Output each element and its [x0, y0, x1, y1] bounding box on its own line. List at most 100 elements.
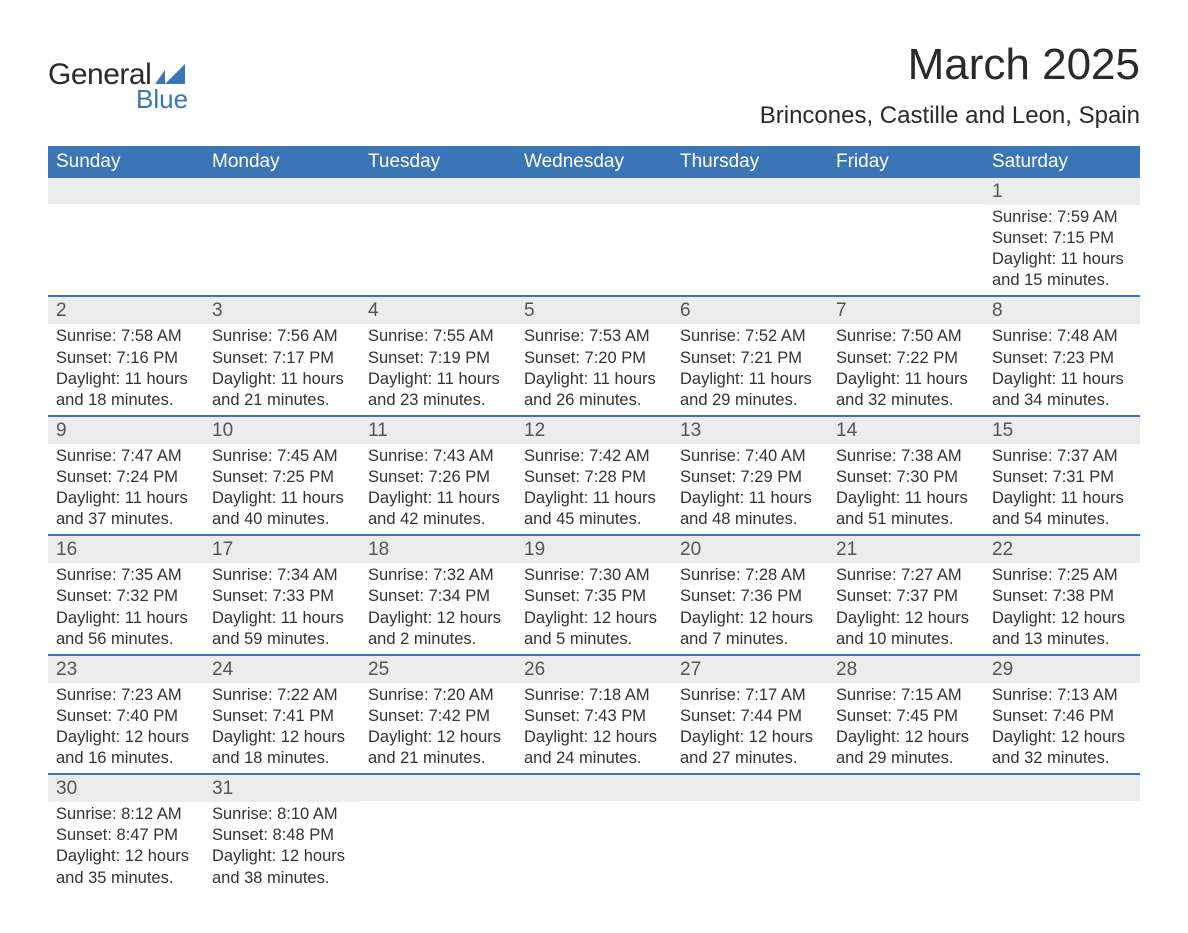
calendar-day-cell: 18Sunrise: 7:32 AMSunset: 7:34 PMDayligh…: [360, 536, 516, 653]
calendar-day-cell: 31Sunrise: 8:10 AMSunset: 8:48 PMDayligh…: [204, 775, 360, 892]
calendar-day-cell: [360, 775, 516, 892]
day-number: 23: [56, 659, 77, 680]
day-number: 4: [368, 300, 379, 321]
calendar-day-cell: 15Sunrise: 7:37 AMSunset: 7:31 PMDayligh…: [984, 417, 1140, 534]
calendar-day-cell: [828, 178, 984, 295]
calendar-day-cell: [360, 178, 516, 295]
day-body: Sunrise: 7:40 AMSunset: 7:29 PMDaylight:…: [672, 444, 828, 534]
day-number-row: 31: [204, 775, 360, 802]
day-number: 21: [836, 539, 857, 560]
day-number-row: 2: [48, 297, 204, 324]
weekday-header: Wednesday: [516, 146, 672, 178]
calendar-day-cell: 27Sunrise: 7:17 AMSunset: 7:44 PMDayligh…: [672, 656, 828, 773]
day-body: Sunrise: 7:22 AMSunset: 7:41 PMDaylight:…: [204, 683, 360, 773]
daylight-line: Daylight: 12 hours and 7 minutes.: [680, 608, 820, 650]
day-number-row: 17: [204, 536, 360, 563]
calendar-day-cell: 22Sunrise: 7:25 AMSunset: 7:38 PMDayligh…: [984, 536, 1140, 653]
day-body: [672, 801, 828, 807]
calendar-body: 1Sunrise: 7:59 AMSunset: 7:15 PMDaylight…: [48, 178, 1140, 893]
sunrise-line: Sunrise: 7:43 AM: [368, 446, 508, 467]
day-number-row: 27: [672, 656, 828, 683]
day-number: 8: [992, 300, 1003, 321]
sunset-line: Sunset: 7:29 PM: [680, 467, 820, 488]
calendar-day-cell: 21Sunrise: 7:27 AMSunset: 7:37 PMDayligh…: [828, 536, 984, 653]
day-number-row: [516, 178, 672, 204]
day-body: Sunrise: 7:30 AMSunset: 7:35 PMDaylight:…: [516, 563, 672, 653]
day-number-row: 21: [828, 536, 984, 563]
day-number-row: 20: [672, 536, 828, 563]
day-number: 11: [368, 420, 388, 441]
logo-text-blue: Blue: [136, 84, 188, 115]
day-number: 14: [836, 420, 857, 441]
sunset-line: Sunset: 7:22 PM: [836, 348, 976, 369]
day-number: 3: [212, 300, 223, 321]
day-number-row: 9: [48, 417, 204, 444]
daylight-line: Daylight: 11 hours and 21 minutes.: [212, 369, 352, 411]
sunrise-line: Sunrise: 7:25 AM: [992, 565, 1132, 586]
daylight-line: Daylight: 11 hours and 56 minutes.: [56, 608, 196, 650]
sunset-line: Sunset: 7:26 PM: [368, 467, 508, 488]
sunrise-line: Sunrise: 7:18 AM: [524, 685, 664, 706]
weekday-header: Sunday: [48, 146, 204, 178]
day-number-row: [204, 178, 360, 204]
day-number-row: 22: [984, 536, 1140, 563]
daylight-line: Daylight: 12 hours and 24 minutes.: [524, 727, 664, 769]
calendar-day-cell: 29Sunrise: 7:13 AMSunset: 7:46 PMDayligh…: [984, 656, 1140, 773]
day-number-row: 12: [516, 417, 672, 444]
location-text: Brincones, Castille and Leon, Spain: [760, 102, 1140, 130]
day-number-row: 16: [48, 536, 204, 563]
day-body: Sunrise: 7:23 AMSunset: 7:40 PMDaylight:…: [48, 683, 204, 773]
day-number: 7: [836, 300, 847, 321]
daylight-line: Daylight: 11 hours and 48 minutes.: [680, 488, 820, 530]
day-number-row: 6: [672, 297, 828, 324]
day-body: [516, 801, 672, 807]
daylight-line: Daylight: 11 hours and 40 minutes.: [212, 488, 352, 530]
daylight-line: Daylight: 12 hours and 38 minutes.: [212, 846, 352, 888]
day-body: Sunrise: 7:17 AMSunset: 7:44 PMDaylight:…: [672, 683, 828, 773]
day-number: 19: [524, 539, 545, 560]
day-number: 18: [368, 539, 389, 560]
sunset-line: Sunset: 7:24 PM: [56, 467, 196, 488]
calendar-day-cell: 30Sunrise: 8:12 AMSunset: 8:47 PMDayligh…: [48, 775, 204, 892]
daylight-line: Daylight: 11 hours and 29 minutes.: [680, 369, 820, 411]
sunset-line: Sunset: 7:31 PM: [992, 467, 1132, 488]
calendar-week: 23 Sunrise: 7:23 AMSunset: 7:40 PMDayligh…: [48, 654, 1140, 773]
day-body: [828, 204, 984, 210]
day-body: [672, 204, 828, 210]
day-number-row: [828, 178, 984, 204]
calendar-day-cell: 11 Sunrise: 7:43 AMSunset: 7:26 PMDayligh…: [360, 417, 516, 534]
day-number-row: [360, 178, 516, 204]
sunrise-line: Sunrise: 7:58 AM: [56, 326, 196, 347]
day-number-row: [516, 775, 672, 801]
sunrise-line: Sunrise: 7:38 AM: [836, 446, 976, 467]
weekday-header: Friday: [828, 146, 984, 178]
sunrise-line: Sunrise: 7:20 AM: [368, 685, 508, 706]
day-body: Sunrise: 7:20 AMSunset: 7:42 PMDaylight:…: [360, 683, 516, 773]
daylight-line: Daylight: 11 hours and 15 minutes.: [992, 249, 1132, 291]
weekday-header: Thursday: [672, 146, 828, 178]
sunrise-line: Sunrise: 7:55 AM: [368, 326, 508, 347]
daylight-line: Daylight: 11 hours and 42 minutes.: [368, 488, 508, 530]
day-body: [516, 204, 672, 210]
day-body: Sunrise: 7:58 AMSunset: 7:16 PMDaylight:…: [48, 324, 204, 414]
day-number-row: 29: [984, 656, 1140, 683]
calendar-week: 1Sunrise: 7:59 AMSunset: 7:15 PMDaylight…: [48, 178, 1140, 295]
weekday-header: Tuesday: [360, 146, 516, 178]
daylight-line: Daylight: 12 hours and 2 minutes.: [368, 608, 508, 650]
calendar-day-cell: 3Sunrise: 7:56 AMSunset: 7:17 PMDaylight…: [204, 297, 360, 414]
day-number-row: [672, 775, 828, 801]
daylight-line: Daylight: 12 hours and 27 minutes.: [680, 727, 820, 769]
sunset-line: Sunset: 7:32 PM: [56, 586, 196, 607]
calendar-day-cell: 20Sunrise: 7:28 AMSunset: 7:36 PMDayligh…: [672, 536, 828, 653]
day-number-row: 19: [516, 536, 672, 563]
sunset-line: Sunset: 7:46 PM: [992, 706, 1132, 727]
calendar-day-cell: 23 Sunrise: 7:23 AMSunset: 7:40 PMDayligh…: [48, 656, 204, 773]
calendar-day-cell: 13Sunrise: 7:40 AMSunset: 7:29 PMDayligh…: [672, 417, 828, 534]
sunset-line: Sunset: 7:43 PM: [524, 706, 664, 727]
calendar-day-cell: 26Sunrise: 7:18 AMSunset: 7:43 PMDayligh…: [516, 656, 672, 773]
calendar-day-cell: [828, 775, 984, 892]
day-number-row: 18: [360, 536, 516, 563]
sunset-line: Sunset: 7:44 PM: [680, 706, 820, 727]
day-number-row: 15: [984, 417, 1140, 444]
sunrise-line: Sunrise: 7:32 AM: [368, 565, 508, 586]
